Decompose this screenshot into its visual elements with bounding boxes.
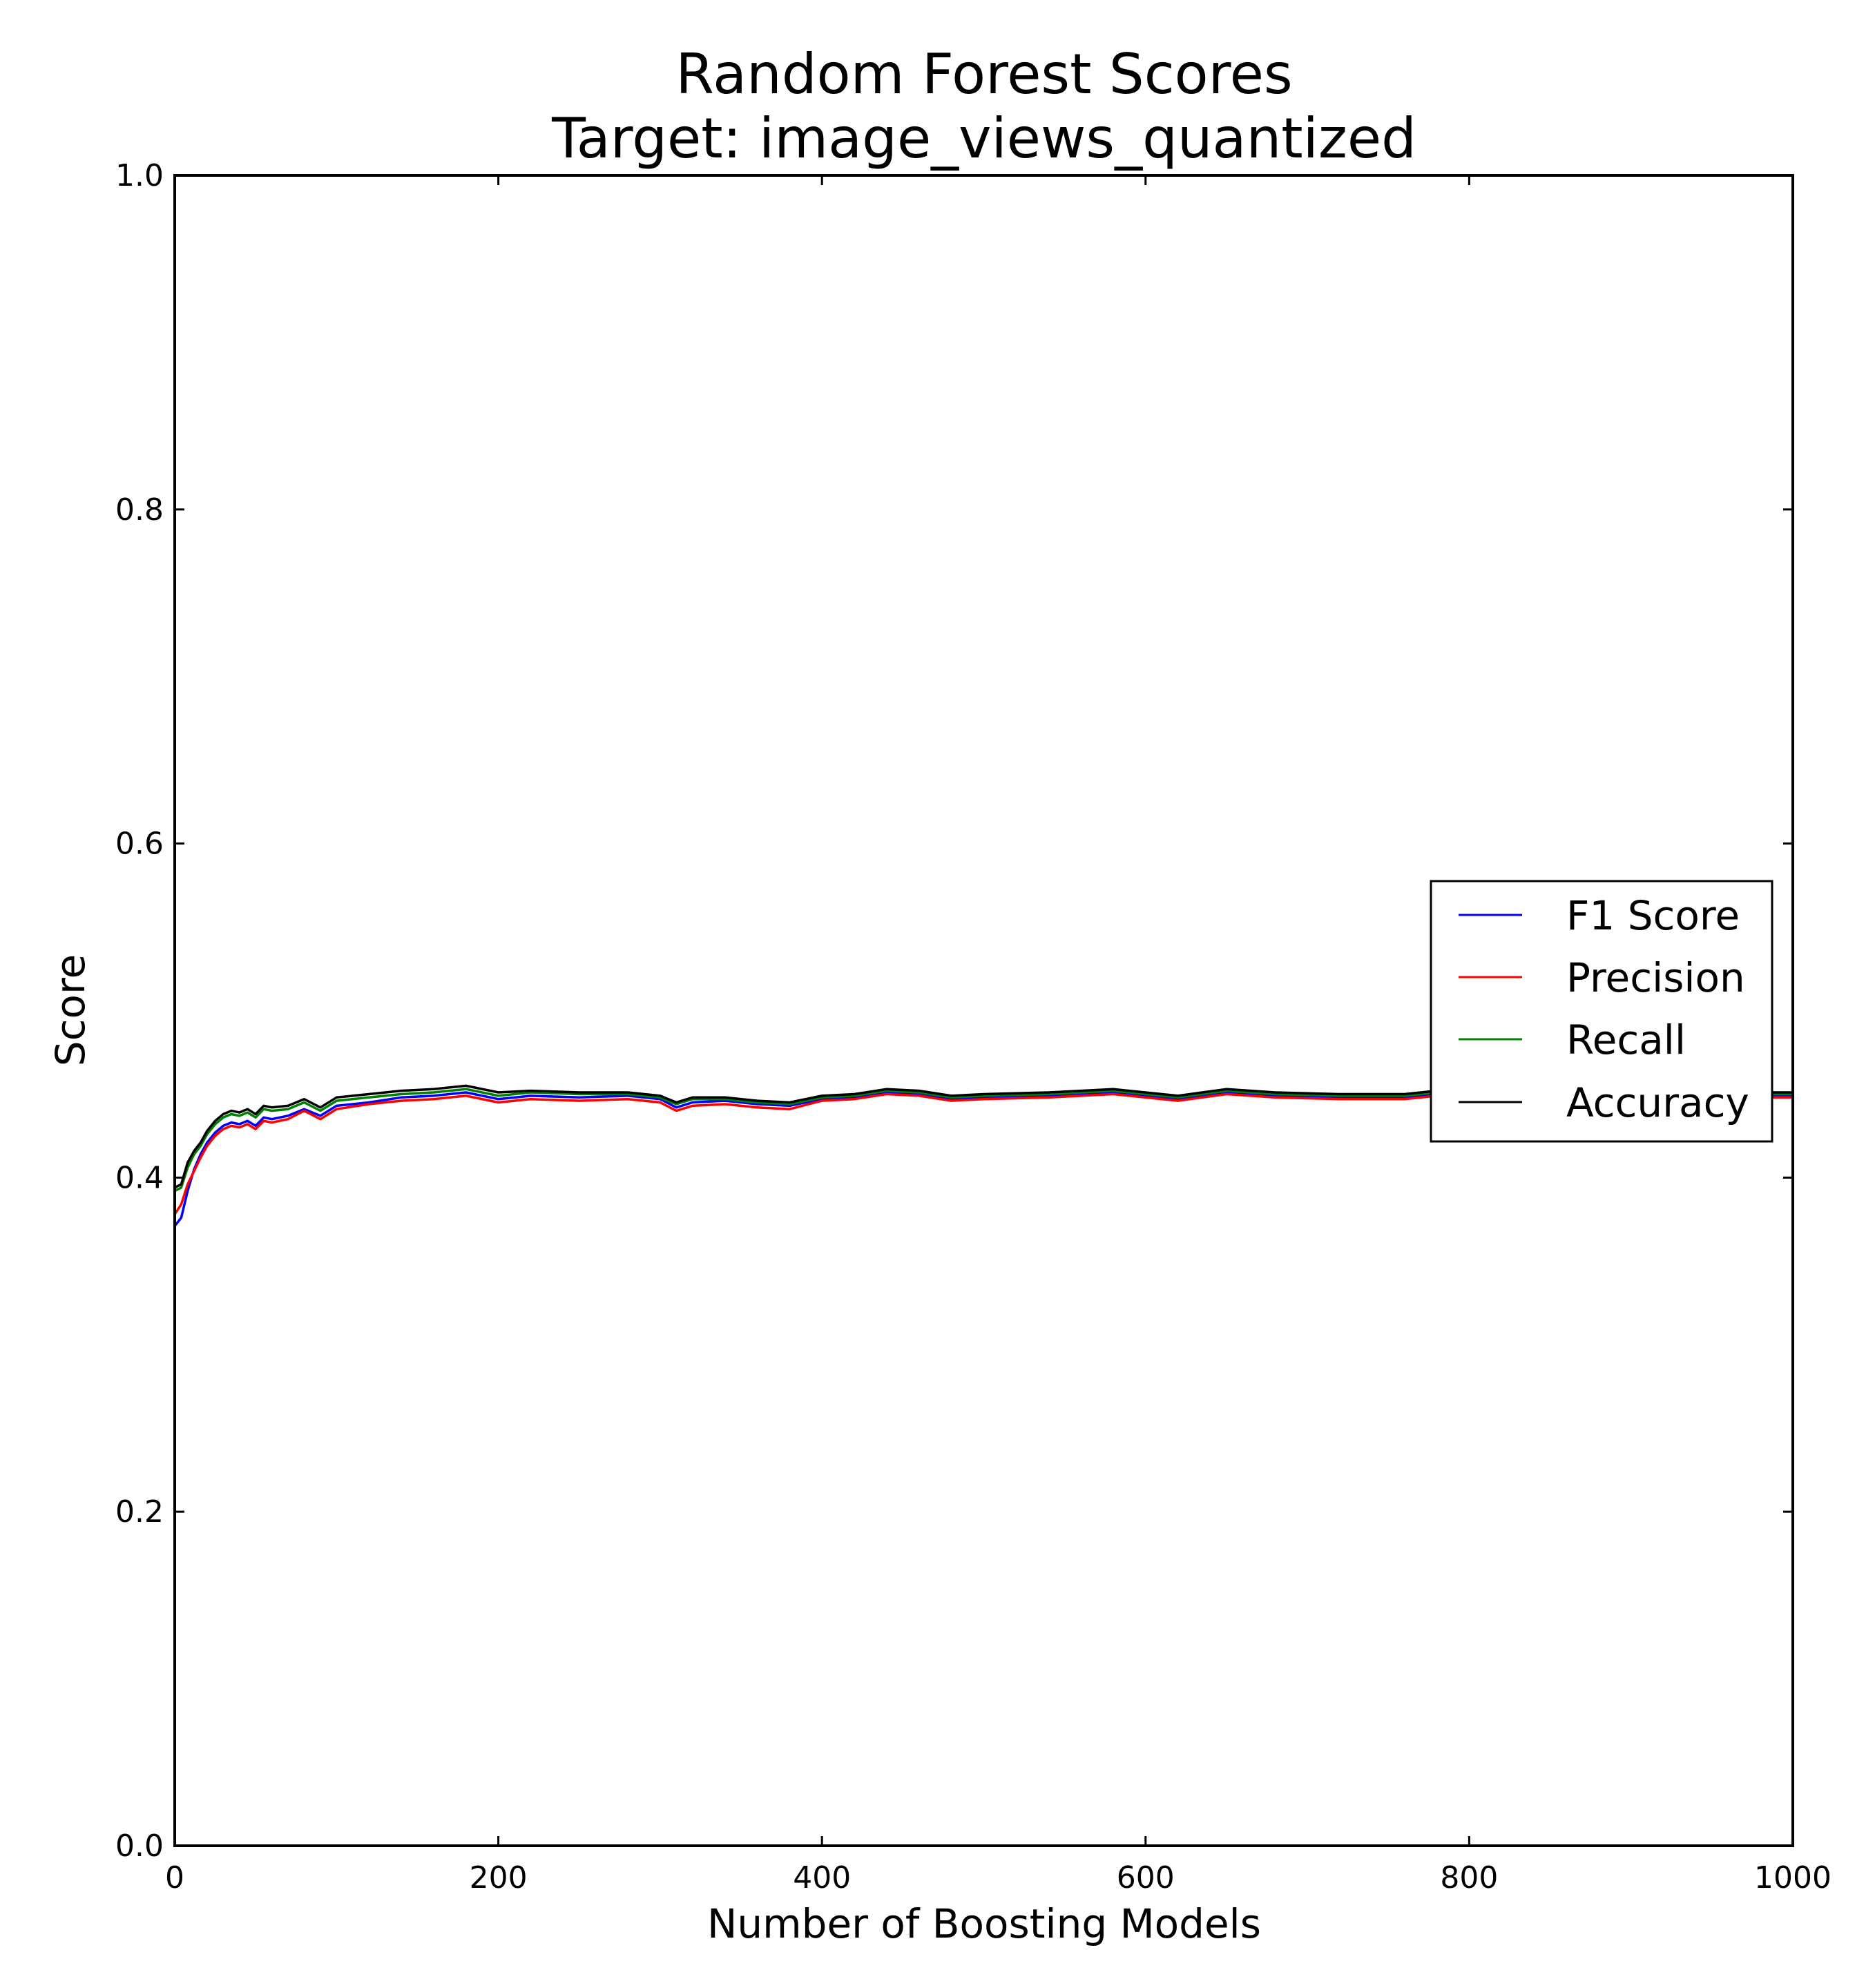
legend-item-precision: Precision (1459, 954, 1745, 1001)
x-axis-ticks: 0 200 400 600 800 1000 (165, 175, 1831, 1895)
y-tick-label: 0.2 (115, 1494, 164, 1529)
x-tick-label: 400 (793, 1860, 851, 1895)
chart-title: Random Forest Scores (675, 42, 1292, 106)
y-tick-label: 1.0 (115, 158, 164, 193)
x-tick-label: 800 (1440, 1860, 1498, 1895)
chart-subtitle: Target: image_views_quantized (551, 106, 1416, 171)
legend-label-precision: Precision (1566, 954, 1745, 1001)
series-line-accuracy (174, 1084, 1793, 1189)
y-tick-label: 0.4 (115, 1160, 164, 1195)
y-axis-label: Score (47, 954, 94, 1066)
legend-label-f1-score: F1 Score (1566, 892, 1740, 939)
x-tick-label: 600 (1117, 1860, 1175, 1895)
series-layer (173, 1084, 1793, 1227)
x-tick-label: 200 (470, 1860, 528, 1895)
y-axis-ticks: 0.0 0.2 0.4 0.6 0.8 1.0 (115, 158, 1793, 1864)
legend-item-recall: Recall (1459, 1016, 1686, 1063)
y-tick-label: 0.0 (115, 1828, 164, 1864)
y-tick-label: 0.8 (115, 492, 164, 528)
legend-frame (1430, 880, 1773, 1143)
legend-label-accuracy: Accuracy (1566, 1079, 1749, 1126)
legend-label-recall: Recall (1566, 1016, 1686, 1063)
x-tick-label: 1000 (1754, 1860, 1831, 1895)
x-tick-label: 0 (165, 1860, 184, 1895)
series-line-f1-score (173, 1091, 1793, 1227)
series-line-precision (173, 1092, 1793, 1215)
y-tick-label: 0.6 (115, 827, 164, 862)
legend-item-f1-score: F1 Score (1459, 892, 1740, 939)
legend: F1 Score Precision Recall Accuracy (1430, 880, 1773, 1143)
legend-item-accuracy: Accuracy (1459, 1079, 1749, 1126)
plot-frame (173, 174, 1794, 1847)
series-line-recall (174, 1088, 1793, 1193)
x-axis-label: Number of Boosting Models (707, 1900, 1261, 1947)
